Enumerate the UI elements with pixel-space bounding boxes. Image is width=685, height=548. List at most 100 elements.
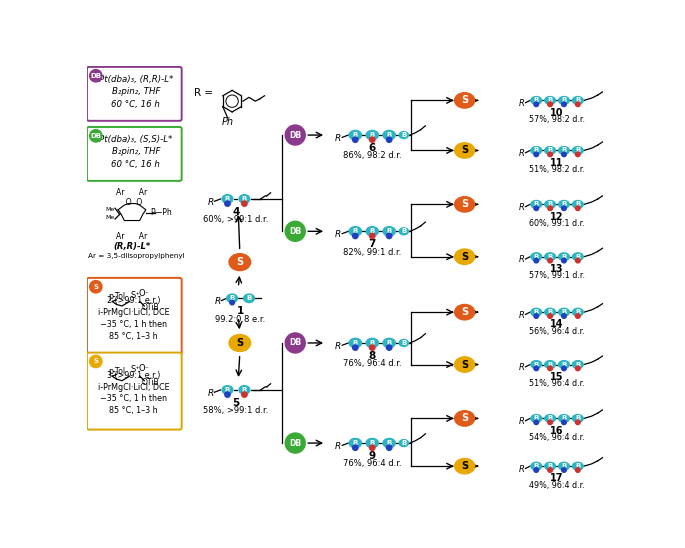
Text: Pt(dba)₃, (S,S)-L*
B₂pin₂, THF
60 °C, 16 h: Pt(dba)₃, (S,S)-L* B₂pin₂, THF 60 °C, 16… — [99, 135, 173, 169]
Text: 56%, 96:4 d.r.: 56%, 96:4 d.r. — [529, 327, 585, 336]
Text: 60%, >99:1 d.r.: 60%, >99:1 d.r. — [203, 215, 269, 224]
Text: 10: 10 — [550, 108, 564, 118]
Text: B: B — [575, 147, 580, 153]
Ellipse shape — [366, 130, 378, 140]
Ellipse shape — [545, 253, 556, 260]
Text: B: B — [547, 254, 553, 260]
Text: B: B — [353, 440, 358, 446]
Circle shape — [369, 137, 375, 142]
Text: Me: Me — [105, 215, 115, 220]
Text: B: B — [547, 463, 553, 469]
Text: S: S — [461, 359, 469, 369]
Text: B: B — [575, 309, 580, 315]
Ellipse shape — [227, 294, 238, 302]
Circle shape — [242, 201, 247, 206]
Text: B: B — [353, 229, 358, 235]
Ellipse shape — [455, 197, 475, 212]
Circle shape — [548, 313, 552, 318]
FancyBboxPatch shape — [87, 67, 182, 121]
Ellipse shape — [573, 361, 583, 368]
Ellipse shape — [531, 309, 542, 316]
Text: DB: DB — [90, 73, 101, 79]
Ellipse shape — [573, 253, 583, 260]
Ellipse shape — [229, 254, 251, 271]
Ellipse shape — [455, 305, 475, 320]
Circle shape — [90, 130, 102, 142]
Text: B: B — [561, 254, 566, 260]
Text: R: R — [519, 311, 525, 319]
Circle shape — [575, 152, 580, 157]
Text: Pt(dba)₃, (R,R)-L*
B₂pin₂, THF
60 °C, 16 h: Pt(dba)₃, (R,R)-L* B₂pin₂, THF 60 °C, 16… — [99, 75, 173, 109]
Text: B: B — [547, 415, 553, 421]
Text: S⁺: S⁺ — [131, 291, 140, 300]
Text: R: R — [519, 363, 525, 372]
Text: S⁺: S⁺ — [131, 366, 140, 374]
Text: R: R — [519, 99, 525, 108]
Circle shape — [369, 345, 375, 350]
Ellipse shape — [573, 463, 583, 470]
Text: Me: Me — [105, 207, 115, 212]
Ellipse shape — [455, 143, 475, 158]
Text: 12: 12 — [550, 212, 564, 222]
Text: 15: 15 — [550, 372, 564, 382]
Text: Ar      Ar: Ar Ar — [116, 232, 148, 241]
Text: S: S — [461, 461, 469, 471]
Ellipse shape — [383, 438, 395, 448]
Text: B: B — [547, 362, 553, 368]
Text: 5: 5 — [232, 398, 240, 408]
Text: DB: DB — [289, 339, 301, 347]
Text: (R,R)-L*: (R,R)-L* — [114, 242, 151, 251]
Circle shape — [562, 152, 566, 157]
Text: S: S — [461, 199, 469, 209]
Text: B: B — [370, 340, 375, 346]
Ellipse shape — [383, 130, 395, 140]
Text: B: B — [561, 98, 566, 104]
Text: Ar      Ar: Ar Ar — [116, 189, 148, 197]
Text: R: R — [208, 197, 214, 207]
Ellipse shape — [545, 96, 556, 104]
Ellipse shape — [531, 147, 542, 155]
Text: R =: R = — [194, 88, 213, 98]
Text: B: B — [353, 132, 358, 138]
Circle shape — [229, 300, 234, 305]
Ellipse shape — [545, 201, 556, 208]
Text: B: B — [534, 254, 539, 260]
Ellipse shape — [229, 334, 251, 351]
Circle shape — [386, 137, 392, 142]
Ellipse shape — [366, 438, 378, 448]
Ellipse shape — [244, 294, 254, 302]
Ellipse shape — [573, 147, 583, 155]
Text: 2 (>99:1 e.r.)
i-PrMgCl·LiCl, DCE
−35 °C, 1 h then
85 °C, 1–3 h: 2 (>99:1 e.r.) i-PrMgCl·LiCl, DCE −35 °C… — [98, 296, 169, 340]
Circle shape — [548, 366, 552, 370]
Text: P—Ph: P—Ph — [151, 208, 172, 218]
Text: 6: 6 — [369, 143, 376, 153]
Ellipse shape — [349, 338, 362, 347]
Ellipse shape — [455, 357, 475, 372]
Ellipse shape — [531, 463, 542, 470]
Circle shape — [285, 333, 306, 353]
Circle shape — [534, 152, 538, 157]
Text: B: B — [229, 295, 235, 301]
Text: S: S — [236, 257, 243, 267]
Text: 11: 11 — [550, 158, 564, 168]
Ellipse shape — [349, 438, 362, 448]
Circle shape — [534, 467, 538, 472]
Circle shape — [534, 206, 538, 210]
Text: 3 (>99:1 e.r.)
i-PrMgCl·LiCl, DCE
−35 °C, 1 h then
85 °C, 1–3 h: 3 (>99:1 e.r.) i-PrMgCl·LiCl, DCE −35 °C… — [98, 371, 169, 415]
Text: Ar = 3,5-diisopropylphenyl: Ar = 3,5-diisopropylphenyl — [88, 253, 184, 259]
FancyBboxPatch shape — [87, 278, 182, 355]
Text: OTiB: OTiB — [142, 378, 160, 387]
Text: B: B — [247, 295, 251, 301]
Ellipse shape — [558, 201, 569, 208]
Circle shape — [548, 206, 552, 210]
Text: R: R — [519, 149, 525, 158]
Text: B: B — [534, 98, 539, 104]
Ellipse shape — [239, 195, 250, 203]
Text: R: R — [214, 297, 221, 306]
Circle shape — [575, 102, 580, 106]
Text: 8: 8 — [369, 351, 376, 361]
Circle shape — [575, 258, 580, 263]
Ellipse shape — [531, 96, 542, 104]
Circle shape — [575, 420, 580, 425]
Ellipse shape — [558, 463, 569, 470]
